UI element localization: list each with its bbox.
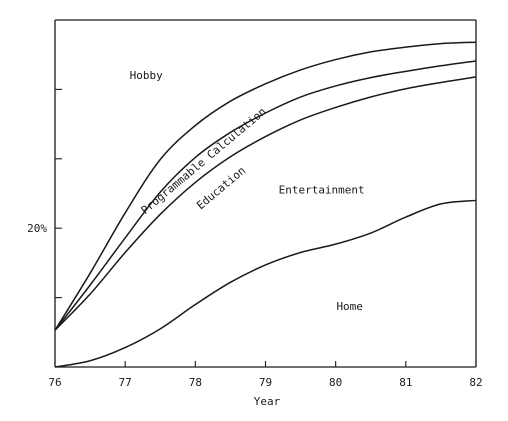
- boundary-curve: [54, 60, 477, 331]
- boundary-curve: [54, 199, 477, 368]
- region-label: Entertainment: [279, 184, 365, 197]
- boundary-curve: [54, 76, 477, 331]
- x-tick-label: 76: [48, 376, 61, 389]
- curves: [54, 41, 477, 368]
- x-tick-label: 78: [189, 376, 202, 389]
- tick-labels: 76 77 78 79 80 81 82 20%: [27, 222, 483, 389]
- x-axis-title: Year: [254, 395, 281, 408]
- x-tick-label: 79: [259, 376, 272, 389]
- axes: [54, 19, 477, 368]
- y-tick-label: 20%: [27, 222, 47, 235]
- x-tick-label: 80: [329, 376, 342, 389]
- region-label: Hobby: [130, 69, 163, 82]
- region-label: Home: [336, 300, 363, 313]
- x-tick-label: 77: [119, 376, 132, 389]
- x-tick-label: 82: [469, 376, 482, 389]
- region-label: Education: [194, 164, 248, 212]
- x-tick-label: 81: [399, 376, 412, 389]
- boundary-curve: [54, 41, 477, 331]
